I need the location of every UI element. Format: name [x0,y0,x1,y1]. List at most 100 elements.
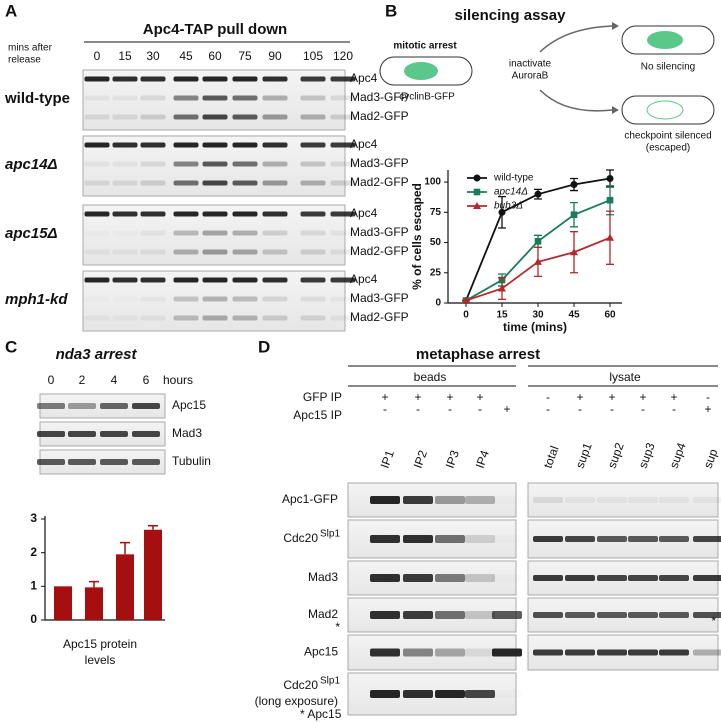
band [202,211,228,217]
band [112,211,138,217]
x-tick-label: 60 [604,310,616,321]
band [232,161,258,167]
band [403,611,433,619]
band [435,535,465,543]
band [300,230,326,236]
blot-note: (long exposure) [255,694,338,708]
band [403,535,433,543]
band [202,249,228,255]
band [140,211,166,217]
band [84,277,110,283]
row-symbol: - [383,402,387,416]
row-symbol: - [706,390,710,404]
band-label: Mad2-GFP [350,175,409,189]
band [173,142,199,148]
y-tick-label: 3 [30,511,37,525]
band [693,612,721,618]
arrowhead [612,22,619,30]
row-symbol: - [416,402,420,416]
x-axis-label: levels [85,653,116,667]
band [202,296,228,302]
row-symbol: - [546,390,550,404]
band [173,76,199,82]
band-label: Mad3 [172,426,202,440]
arrow [539,25,613,53]
band [403,574,433,582]
band [693,649,721,656]
band [84,249,110,255]
row-symbol: + [503,402,510,416]
legend-marker [473,174,481,182]
x-axis-label: time (mins) [503,320,567,334]
bar [144,529,162,620]
row-symbol: + [704,402,711,416]
band [140,114,166,120]
band [232,211,258,217]
band [262,249,288,255]
band [140,249,166,255]
band [140,296,166,302]
lane-label: 120 [333,49,353,63]
band [533,575,563,581]
band [262,114,288,120]
band [465,535,495,543]
band [300,277,326,283]
panel-letter: D [258,337,270,356]
band [140,277,166,283]
lane-label: sup2 [605,441,627,471]
data-point [570,248,578,256]
band [140,95,166,101]
band [403,690,433,698]
arrow [539,89,613,112]
band [84,315,110,321]
band [85,231,110,236]
band [112,95,138,101]
y-tick-label: 25 [430,267,442,278]
band [84,211,110,217]
legend-label: wild-type [493,173,534,184]
diagram-label: cyclinB-GFP [399,92,455,103]
band [112,76,138,82]
legend-label: apc14Δ [494,187,528,198]
band [140,142,166,148]
strain-label: mph1-kd [5,291,68,308]
band [202,114,228,120]
band [140,315,166,321]
band [84,95,110,101]
band [330,296,356,302]
band [140,230,166,236]
panel-title: nda3 arrest [56,346,138,363]
error-bar [120,541,130,555]
band [85,297,110,302]
diagram-label: checkpoint silenced [624,131,711,142]
blot-label-sup: Slp1 [320,676,340,687]
band [659,612,689,618]
lane-label: 0 [48,373,55,387]
band [132,459,160,465]
band [330,95,356,101]
band-label: Apc4 [350,206,378,220]
y-tick-label: 1 [30,579,37,593]
band [68,403,96,409]
band [403,648,433,657]
band [232,76,258,82]
strain-label: apc15Δ [5,225,58,242]
band [465,648,495,657]
row-symbol: + [476,390,483,404]
band [659,649,689,656]
band [112,180,138,186]
band [300,142,326,148]
band [300,211,326,217]
band [565,497,595,503]
band-label: Mad3-GFP [350,90,409,104]
band [100,459,128,465]
band [492,611,522,619]
band [492,535,522,543]
band [232,277,258,283]
row-symbol: - [641,402,645,416]
band [140,76,166,82]
lane-label: sup4 [667,441,689,471]
band [330,249,356,255]
row-symbol: + [381,390,388,404]
band [262,277,288,283]
